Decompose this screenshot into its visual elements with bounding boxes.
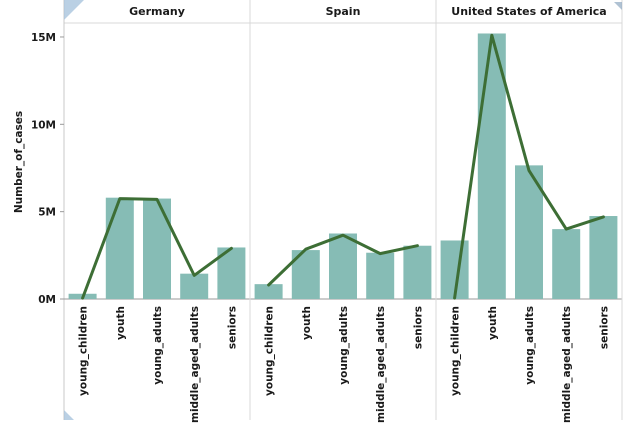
trend-line <box>453 33 605 300</box>
x-category-label: young_adults <box>338 306 350 385</box>
bar-young_children <box>254 284 283 299</box>
y-tick-label: 0M <box>38 294 56 306</box>
x-category-label: young_children <box>264 306 276 396</box>
x-category-label: seniors <box>226 306 238 349</box>
bar-youth <box>105 197 134 299</box>
y-tick-label: 15M <box>31 32 56 44</box>
x-category-label: youth <box>487 306 499 340</box>
x-category-label: seniors <box>598 306 610 349</box>
y-axis-title: Number_of_cases <box>13 111 25 213</box>
y-tick-label: 10M <box>31 119 56 131</box>
x-category-label: middle_aged_adults <box>375 306 387 423</box>
x-category-label: youth <box>301 306 313 340</box>
y-axis-ticks: 0M 5M 10M 15M <box>31 32 64 306</box>
x-category-label: young_children <box>78 306 90 396</box>
bar-young_adults <box>329 233 357 299</box>
corner-fold-icon <box>614 2 622 10</box>
corner-fold-bottom-icon <box>64 410 74 420</box>
x-category-label: young_adults <box>152 306 164 385</box>
trend-line <box>81 197 233 300</box>
bar-middle_aged_adults <box>180 273 209 299</box>
bar-youth <box>477 33 506 299</box>
bar-seniors <box>403 245 432 299</box>
bar-young_adults <box>143 198 171 299</box>
x-category-label: young_children <box>450 306 462 396</box>
chart-panels: Germany young_children youth young_adults mi… <box>68 5 618 423</box>
bar-seniors <box>589 216 618 299</box>
bar-middle_aged_adults <box>552 229 581 299</box>
corner-hatch-icon <box>64 0 84 20</box>
bar-middle_aged_adults <box>366 252 395 299</box>
panel-title: Germany <box>129 5 185 18</box>
x-category-label: middle_aged_adults <box>561 306 573 423</box>
x-category-label: youth <box>115 306 127 340</box>
x-category-label: seniors <box>412 306 424 349</box>
panel-title: United States of America <box>451 5 606 18</box>
panel-title: Spain <box>326 5 361 18</box>
x-category-label: middle_aged_adults <box>189 306 201 423</box>
trend-line <box>267 233 419 287</box>
x-category-label: young_adults <box>524 306 536 385</box>
y-tick-label: 5M <box>38 207 56 219</box>
